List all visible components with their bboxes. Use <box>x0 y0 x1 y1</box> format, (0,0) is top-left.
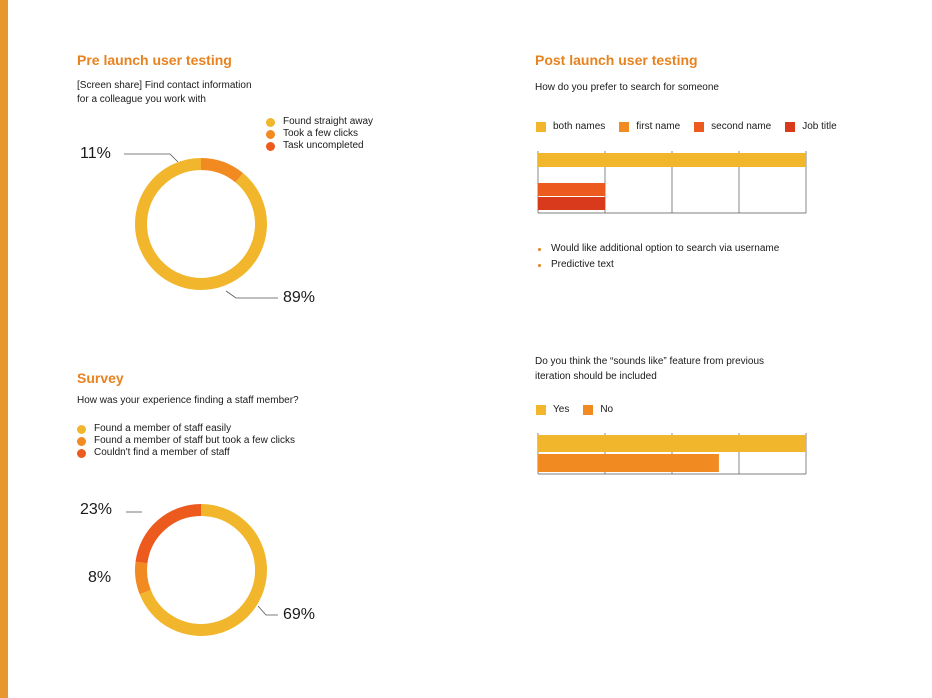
legend-item-found-easily: Found a member of staff easily <box>77 423 295 435</box>
post-launch-title: Post launch user testing <box>535 52 698 68</box>
note-text: Would like additional option to search v… <box>551 243 780 254</box>
legend-item-job-title: Job title <box>785 121 837 132</box>
legend-label: second name <box>711 121 772 132</box>
legend-item-took-a-few-clicks: Found a member of staff but took a few c… <box>77 435 295 447</box>
donut-slice-found-a-member-of-staff-but-took-a-few-clicks <box>135 561 151 595</box>
legend-item-yes: Yes <box>536 404 569 415</box>
pre-launch-title: Pre launch user testing <box>77 52 232 68</box>
legend-label: first name <box>636 121 681 132</box>
legend-swatch <box>694 121 705 132</box>
legend-label: both names <box>553 121 606 132</box>
pre-launch-label-11: 11% <box>80 145 111 162</box>
legend-label: Took a few clicks <box>283 128 359 139</box>
survey-title: Survey <box>77 370 124 386</box>
legend-label: Job title <box>802 121 837 132</box>
legend-swatch <box>536 121 546 132</box>
post-launch-notes: Would like additional option to search v… <box>538 241 779 273</box>
survey-question: How was your experience finding a staff … <box>77 395 299 406</box>
legend-swatch <box>266 117 275 127</box>
sounds-like-question-line1: Do you think the “sounds like” feature f… <box>535 356 764 367</box>
legend-swatch <box>785 121 796 132</box>
legend-item-no: No <box>583 404 613 415</box>
survey-legend: Found a member of staff easily Found a m… <box>77 423 295 459</box>
bar-job-title <box>538 197 605 210</box>
legend-item-task-uncompleted: Task uncompleted <box>266 140 373 152</box>
legend-swatch <box>536 404 546 415</box>
pre-launch-label-89: 89% <box>283 289 316 306</box>
legend-swatch <box>583 404 594 415</box>
legend-label: No <box>600 404 614 415</box>
donut-survey <box>135 504 267 636</box>
survey-label-69: 69% <box>283 606 316 623</box>
pre-launch-legend: Found straight away Took a few clicks Ta… <box>266 116 373 152</box>
legend-item-found-straight-away: Found straight away <box>266 116 373 128</box>
survey-label-8: 8% <box>88 569 112 586</box>
sounds-like-question-line2: iteration should be included <box>535 371 657 382</box>
legend-swatch <box>77 436 86 446</box>
leader-line-89 <box>225 290 278 299</box>
donut-pre-launch <box>135 158 267 290</box>
leader-line-11 <box>124 153 179 163</box>
leader-line-69 <box>257 605 278 616</box>
bar-chart-sounds-like <box>537 433 807 475</box>
legend-item-couldnt-find: Couldn't find a member of staff <box>77 447 295 459</box>
donut-slice-couldn-t-find-a-member-of-staff <box>135 504 202 564</box>
sounds-like-legend: Yes No <box>536 404 627 415</box>
legend-item-second-name: second name <box>694 121 771 132</box>
legend-item-took-a-few-clicks: Took a few clicks <box>266 128 373 140</box>
bar-second-name <box>538 183 605 196</box>
bar-yes <box>538 435 806 452</box>
legend-label: Found a member of staff but took a few c… <box>94 435 296 446</box>
bullet-icon <box>538 263 541 267</box>
left-accent-rule <box>0 0 8 698</box>
legend-swatch <box>266 129 275 139</box>
bullet-icon <box>538 247 541 251</box>
note-item: Predictive text <box>538 257 779 273</box>
note-item: Would like additional option to search v… <box>538 241 779 257</box>
bar-both-names <box>538 153 806 167</box>
legend-label: Yes <box>553 404 570 415</box>
legend-label: Couldn't find a member of staff <box>94 447 230 458</box>
legend-label: Task uncompleted <box>283 140 364 151</box>
donut-slice-took-a-few-clicks <box>200 158 244 183</box>
pre-launch-question-line2: for a colleague you work with <box>77 94 206 105</box>
post-launch-question: How do you prefer to search for someone <box>535 82 719 93</box>
post-launch-legend: both names first name second name Job ti… <box>536 121 851 132</box>
legend-swatch <box>77 424 86 434</box>
survey-label-23: 23% <box>80 501 113 518</box>
legend-label: Found a member of staff easily <box>94 423 232 434</box>
donut-slice-found-a-member-of-staff-easily <box>139 504 267 636</box>
legend-swatch <box>266 141 275 151</box>
legend-swatch <box>77 448 86 458</box>
pre-launch-question-line1: [Screen share] Find contact information <box>77 80 252 91</box>
legend-label: Found straight away <box>283 116 374 127</box>
legend-swatch <box>619 121 630 132</box>
bar-no <box>538 454 719 472</box>
legend-item-first-name: first name <box>619 121 680 132</box>
note-text: Predictive text <box>551 259 614 270</box>
bar-chart-search-preference <box>537 151 807 214</box>
donut-slice-found-straight-away <box>135 158 267 290</box>
legend-item-both-names: both names <box>536 121 605 132</box>
